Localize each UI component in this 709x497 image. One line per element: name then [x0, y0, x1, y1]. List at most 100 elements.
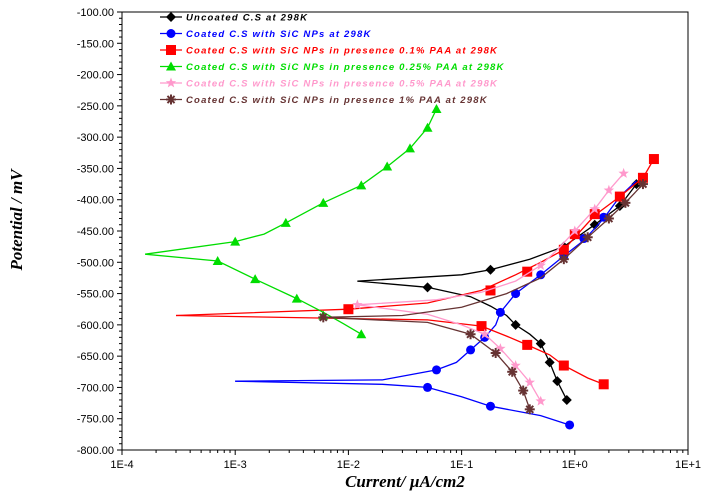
series-line [357, 183, 637, 282]
asterisk-stroke [507, 367, 517, 377]
series-line [357, 172, 625, 306]
data-point [280, 217, 291, 227]
axes: -100.00 -150.00 -200.00 -250.00 -300.00 -350.… [77, 7, 701, 471]
y-tick-label: -800.00 [77, 445, 114, 457]
data-point [485, 264, 496, 275]
legend-marker [166, 29, 176, 38]
data-point [522, 266, 533, 277]
asterisk-stroke [621, 198, 630, 208]
data-point [476, 321, 487, 332]
y-tick-label: -100.00 [77, 7, 114, 19]
data-point [589, 203, 600, 214]
asterisk-stroke [583, 233, 592, 242]
asterisk-stroke [604, 214, 614, 223]
series-5 [352, 167, 629, 406]
legend-label: Coated C.S with SiC NPs in presence 0.25… [186, 62, 505, 73]
x-axis-title: Current/ µA/cm2 [345, 472, 465, 491]
data-point [522, 339, 533, 350]
data-point [511, 289, 521, 299]
data-point [544, 357, 555, 368]
legend-marker [166, 45, 176, 55]
asterisk-stroke [518, 386, 528, 395]
legend-marker [165, 77, 177, 88]
data-point [382, 161, 393, 171]
data-point [569, 225, 580, 236]
data-point [507, 366, 518, 377]
data-point [524, 376, 535, 387]
y-tick-label: -150.00 [77, 38, 114, 50]
data-point [565, 420, 575, 430]
data-point [343, 304, 354, 315]
asterisk-stroke [466, 330, 475, 339]
data-point [558, 360, 569, 371]
y-tick-label: -250.00 [77, 101, 114, 113]
series-line [357, 280, 568, 401]
x-tick-label: 1E-1 [450, 459, 473, 471]
data-point [423, 382, 433, 392]
x-tick-label: 1E-4 [110, 459, 133, 471]
y-tick-label: -400.00 [77, 195, 114, 207]
data-point [535, 395, 546, 406]
asterisk-stroke [525, 405, 534, 414]
series-6 [318, 179, 648, 415]
data-point [495, 307, 505, 317]
legend-label: Coated C.S with SiC NPs in presence 1% P… [186, 95, 488, 106]
data-point [465, 329, 476, 340]
data-point [535, 338, 546, 349]
data-point [230, 236, 241, 246]
data-point [603, 213, 614, 224]
x-tick-label: 1E+1 [675, 459, 701, 471]
data-point [598, 379, 609, 390]
legend-marker [166, 12, 176, 22]
series-line [323, 183, 644, 318]
legend-label: Coated C.S with SiC NPs at 298K [186, 29, 372, 40]
data-point [637, 172, 648, 183]
data-point [431, 103, 442, 113]
legend-item: Coated C.S with SiC NPs at 298K [160, 29, 372, 40]
data-point [589, 219, 600, 230]
data-point [485, 401, 495, 411]
series-line [175, 314, 604, 385]
x-tick-label: 1E-2 [337, 459, 360, 471]
y-tick-label: -500.00 [77, 257, 114, 269]
legend-label: Coated C.S with SiC NPs in presence 0.1%… [186, 46, 498, 57]
y-tick-label: -550.00 [77, 289, 114, 301]
data-point [510, 319, 521, 330]
data-point [352, 299, 363, 310]
y-axis-title: Potential / mV [7, 168, 26, 272]
data-point [490, 348, 501, 359]
legend-item: Coated C.S with SiC NPs in presence 0.1%… [160, 45, 498, 57]
data-point [536, 270, 546, 280]
data-point [431, 365, 441, 375]
y-tick-label: -350.00 [77, 163, 114, 175]
data-point [552, 376, 563, 387]
data-point [356, 329, 367, 339]
legend-label: Uncoated C.S at 298K [186, 13, 308, 24]
data-point [558, 254, 569, 265]
data-point [648, 154, 659, 165]
data-point [535, 259, 546, 270]
data-point [495, 343, 506, 354]
series-line [235, 380, 570, 426]
data-point [589, 209, 600, 220]
data-point [518, 385, 529, 396]
series-3 [175, 154, 659, 390]
data-point [404, 143, 415, 153]
legend-marker [166, 94, 176, 105]
data-point [558, 244, 569, 255]
data-point [569, 229, 580, 240]
x-tick-label: 1E-3 [224, 459, 247, 471]
data-point [637, 179, 648, 190]
series-line [145, 108, 438, 335]
series-line [323, 316, 531, 410]
data-point [603, 184, 615, 195]
data-point [620, 197, 631, 208]
data-point [466, 345, 476, 355]
legend-item: Coated C.S with SiC NPs in presence 0.5%… [160, 77, 497, 90]
legend-item: Coated C.S with SiC NPs in presence 1% P… [160, 94, 488, 106]
data-point [524, 404, 535, 415]
asterisk-stroke [638, 179, 648, 189]
asterisk-stroke [166, 95, 176, 104]
data-point [422, 122, 433, 132]
